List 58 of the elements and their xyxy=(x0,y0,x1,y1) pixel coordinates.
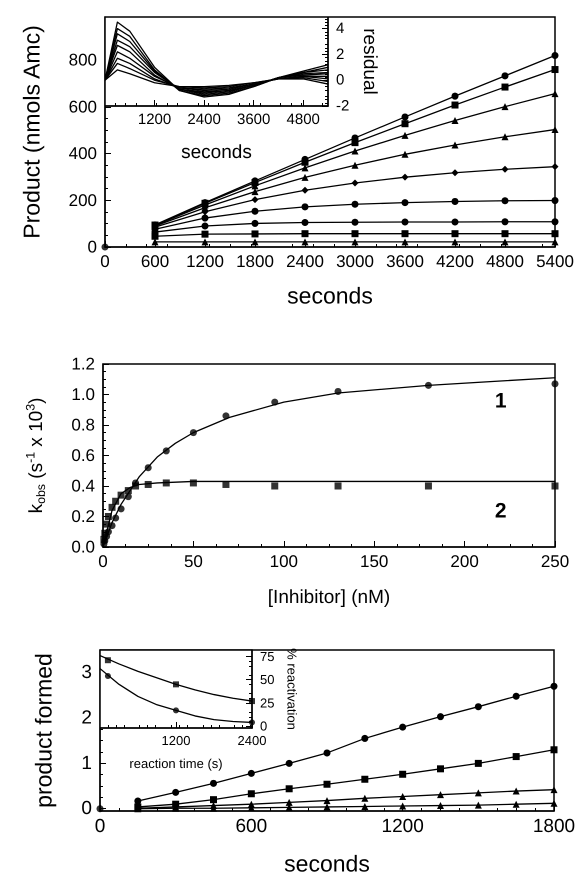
x-axis-title: [Inhibitor] (nM) xyxy=(268,587,390,608)
annotation: 2 xyxy=(494,500,507,523)
y2-tick-label: -2 xyxy=(336,98,350,114)
y-tick-label: 0.2 xyxy=(71,507,95,526)
x-tick-label: 250 xyxy=(540,552,570,571)
y2-tick-label: 25 xyxy=(260,695,274,710)
y-axis-title: Product (nmols Amc) xyxy=(18,25,44,239)
x-tick-label: 4200 xyxy=(436,252,474,271)
x-tick-label: 100 xyxy=(270,552,298,571)
y-tick-label: 0.0 xyxy=(71,538,95,556)
y-tick-label: 0.4 xyxy=(71,476,95,496)
x-tick-label: 1200 xyxy=(382,816,424,837)
x-tick-label: 5400 xyxy=(536,252,574,271)
x-tick-label: 150 xyxy=(360,552,388,571)
y-tick-label: 0.8 xyxy=(71,416,95,434)
x-tick-label: 4800 xyxy=(486,252,524,271)
y2-tick-label: 0 xyxy=(336,72,344,89)
y-tick-label: 2 xyxy=(81,708,92,729)
y2-tick-label: 4 xyxy=(336,20,344,38)
x-tick-label: 3600 xyxy=(386,252,424,271)
y-tick-label: 400 xyxy=(68,144,97,164)
x-tick-label: 3600 xyxy=(236,111,270,128)
y-tick-label: 200 xyxy=(68,190,97,210)
x-tick-label: 1200 xyxy=(138,111,172,128)
y-axis-title: kobs (s-1 x 103) xyxy=(24,398,48,514)
x-tick-label: 600 xyxy=(235,816,268,837)
y2-tick-label: 50 xyxy=(260,672,274,688)
y-tick-label: 1.0 xyxy=(71,385,95,404)
y-tick-label: 1 xyxy=(81,752,92,774)
y-tick-label: 0 xyxy=(81,798,92,820)
x-tick-label: 2400 xyxy=(238,733,266,748)
annotation: 1 xyxy=(494,389,507,412)
y-tick-label: 0 xyxy=(88,238,97,256)
x-tick-label: 600 xyxy=(140,252,170,271)
x-axis-title: reaction time (s) xyxy=(129,756,223,771)
x-tick-label: 2400 xyxy=(286,252,324,271)
x-tick-label: 2400 xyxy=(187,111,221,128)
x-axis-title: seconds xyxy=(287,282,373,308)
y-tick-label: 1.2 xyxy=(71,354,95,374)
y-tick-label: 3 xyxy=(81,662,92,684)
x-tick-label: 1800 xyxy=(532,816,576,837)
x-tick-label: 50 xyxy=(184,552,203,571)
x-tick-label: 0 xyxy=(100,252,110,271)
x-tick-label: 1200 xyxy=(186,252,224,271)
y-tick-label: 800 xyxy=(68,50,97,70)
x-axis-title: seconds xyxy=(284,850,370,876)
y2-tick-label: 2 xyxy=(336,46,344,63)
x-tick-label: 1800 xyxy=(236,252,274,271)
x-tick-label: 3000 xyxy=(336,252,374,271)
x-tick-label: 4800 xyxy=(286,111,320,128)
x-tick-label: 200 xyxy=(450,552,479,571)
y-tick-label: 0.6 xyxy=(71,446,95,465)
x-axis-title: seconds xyxy=(181,142,252,163)
y2-axis-title: residual xyxy=(359,28,380,95)
x-tick-label: 1200 xyxy=(162,733,190,748)
y2-tick-label: 0 xyxy=(260,718,268,734)
y2-tick-label: 75 xyxy=(260,649,274,664)
y-axis-title: product formed xyxy=(30,653,56,808)
